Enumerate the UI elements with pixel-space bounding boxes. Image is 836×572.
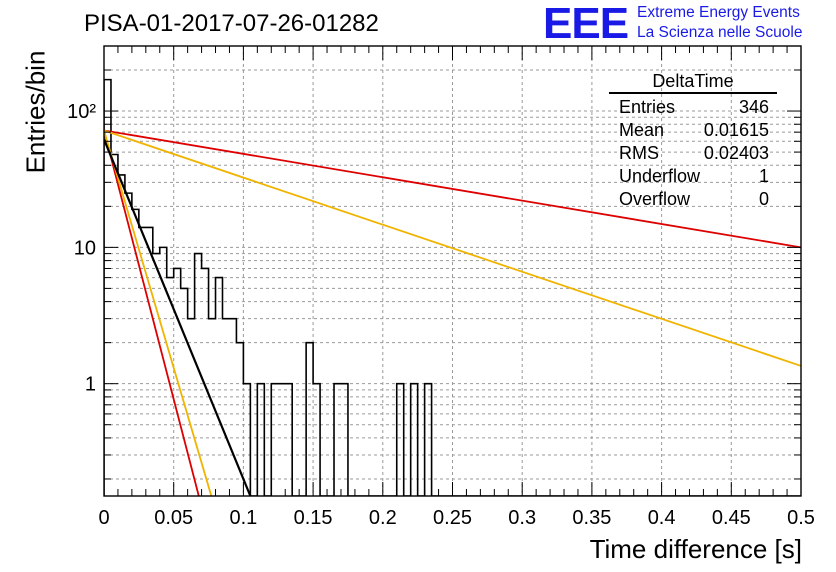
y-axis-title: Entries/bin (20, 50, 51, 174)
stats-label: RMS (619, 143, 659, 163)
stats-title-rule (609, 92, 777, 94)
x-tick-label: 0.2 (369, 507, 397, 529)
histogram-outline (104, 78, 801, 496)
y-tick-label: 1 (85, 374, 96, 396)
x-tick-label: 0.15 (294, 507, 333, 529)
stats-box: DeltaTime Entries 346 Mean 0.01615 RMS 0… (609, 70, 777, 211)
logo-line-1: Extreme Energy Events (637, 4, 800, 21)
x-tick-label: 0.35 (572, 507, 611, 529)
x-tick-label: 0.05 (154, 507, 193, 529)
stats-row-mean: Mean 0.01615 (609, 119, 777, 142)
x-tick-label: 0.45 (712, 507, 751, 529)
chart-title: PISA-01-2017-07-26-01282 (84, 10, 379, 37)
fit-curve (104, 129, 801, 249)
fit-curve (104, 138, 252, 496)
logo-line-2: La Scienza nelle Scuole (637, 24, 803, 41)
stats-row-underflow: Underflow 1 (609, 165, 777, 188)
stats-label: Entries (619, 97, 676, 117)
fit-curve (104, 130, 213, 496)
stats-title: DeltaTime (652, 71, 734, 91)
stats-row-entries: Entries 346 (609, 96, 777, 119)
y-tick-label: 10² (67, 101, 96, 123)
eee-logo: EEE (543, 0, 629, 48)
stats-value: 0 (758, 189, 769, 209)
x-tick-label: 0.4 (648, 507, 676, 529)
stats-value: 1 (758, 166, 769, 186)
stats-value: 346 (738, 97, 769, 117)
x-tick-label: 0.25 (433, 507, 472, 529)
x-tick-label: 0 (98, 507, 109, 529)
y-tick-label: 10 (74, 237, 96, 259)
x-tick-label: 0.1 (229, 507, 257, 529)
stats-label: Mean (619, 120, 665, 140)
stats-label: Overflow (619, 189, 691, 209)
x-axis-title: Time difference [s] (589, 534, 802, 564)
fit-curve (104, 130, 200, 496)
x-tick-label: 0.5 (787, 507, 815, 529)
stats-row-overflow: Overflow 0 (609, 188, 777, 211)
fit-curve (104, 129, 801, 367)
x-tick-label: 0.3 (508, 507, 536, 529)
stats-value: 0.02403 (703, 143, 769, 163)
stats-label: Underflow (619, 166, 701, 186)
stats-row-rms: RMS 0.02403 (609, 142, 777, 165)
stats-value: 0.01615 (703, 120, 769, 140)
